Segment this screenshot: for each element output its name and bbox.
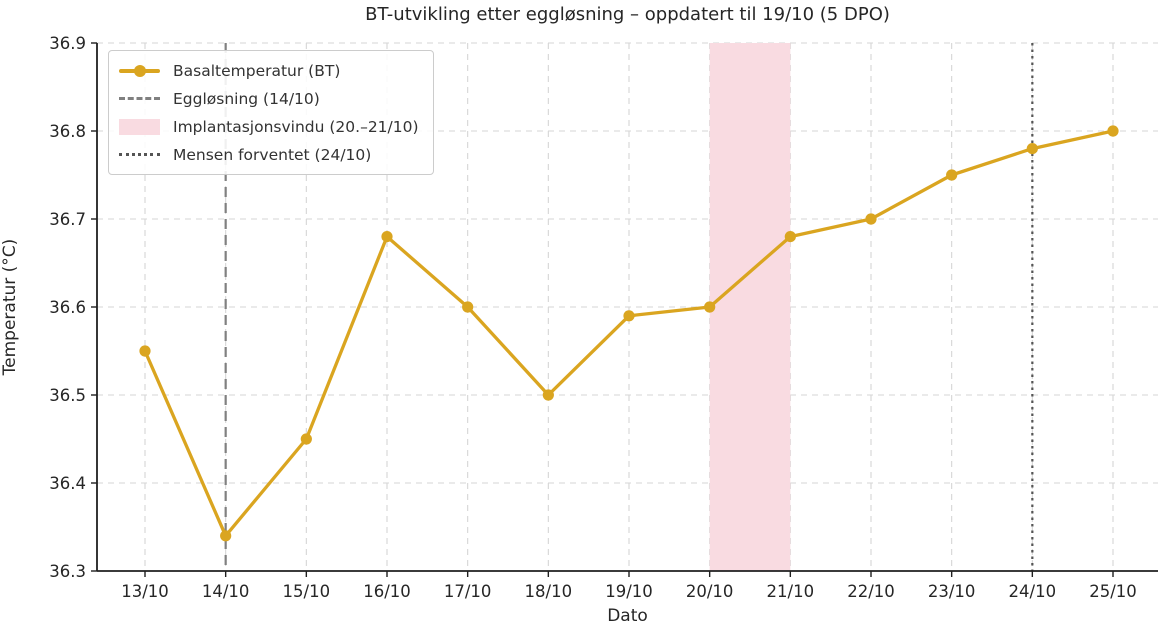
legend-label: Mensen forventet (24/10) <box>173 145 372 164</box>
bt-data-point <box>220 530 232 542</box>
bt-line-swatch-icon <box>119 68 160 73</box>
y-tick-label: 36.6 <box>49 298 86 317</box>
legend-item-implantasjonsvindu: Implantasjonsvindu (20.–21/10) <box>119 114 419 139</box>
bt-data-point <box>462 301 474 313</box>
legend-label: Implantasjonsvindu (20.–21/10) <box>173 117 419 136</box>
x-axis-label: Dato <box>607 606 648 626</box>
y-tick-label: 36.8 <box>49 122 86 141</box>
y-tick-label: 36.5 <box>49 386 86 405</box>
legend-item-basaltemperatur: Basaltemperatur (BT) <box>119 58 419 83</box>
legend-label: Eggløsning (14/10) <box>173 89 320 108</box>
x-tick-label: 22/10 <box>847 582 895 601</box>
dotted-line-swatch-icon <box>119 153 160 156</box>
x-tick-label: 23/10 <box>928 582 976 601</box>
x-tick-label: 24/10 <box>1009 582 1057 601</box>
bt-data-point <box>946 169 958 181</box>
y-tick-label: 36.4 <box>49 474 86 493</box>
bt-data-point <box>300 433 312 445</box>
x-tick-label: 25/10 <box>1089 582 1137 601</box>
bt-data-point <box>623 310 635 322</box>
x-tick-label: 13/10 <box>121 582 169 601</box>
legend: Basaltemperatur (BT) Eggløsning (14/10) … <box>108 50 434 175</box>
y-tick-label: 36.3 <box>49 562 86 581</box>
x-tick-label: 19/10 <box>605 582 653 601</box>
bt-data-point <box>704 301 716 313</box>
x-tick-label: 14/10 <box>202 582 250 601</box>
bt-data-point <box>1026 143 1038 155</box>
x-tick-label: 16/10 <box>363 582 411 601</box>
y-tick-label: 36.9 <box>49 34 86 53</box>
bt-data-point <box>784 231 796 243</box>
bt-data-point <box>1107 125 1119 137</box>
bt-data-point <box>542 389 554 401</box>
x-tick-label: 15/10 <box>283 582 331 601</box>
bt-data-point <box>865 213 877 225</box>
legend-item-mensen: Mensen forventet (24/10) <box>119 142 419 167</box>
legend-item-egglosning: Eggløsning (14/10) <box>119 86 419 111</box>
x-tick-label: 18/10 <box>525 582 573 601</box>
x-tick-label: 17/10 <box>444 582 492 601</box>
y-tick-label: 36.7 <box>49 210 86 229</box>
x-tick-label: 20/10 <box>686 582 734 601</box>
legend-label: Basaltemperatur (BT) <box>173 61 341 80</box>
x-tick-label: 21/10 <box>767 582 815 601</box>
dashed-line-swatch-icon <box>119 97 160 100</box>
bt-data-point <box>139 345 151 357</box>
band-swatch-icon <box>119 118 160 135</box>
implantation-band <box>709 43 791 571</box>
chart-title: BT-utvikling etter eggløsning – oppdater… <box>365 4 890 25</box>
bt-data-point <box>381 231 393 243</box>
